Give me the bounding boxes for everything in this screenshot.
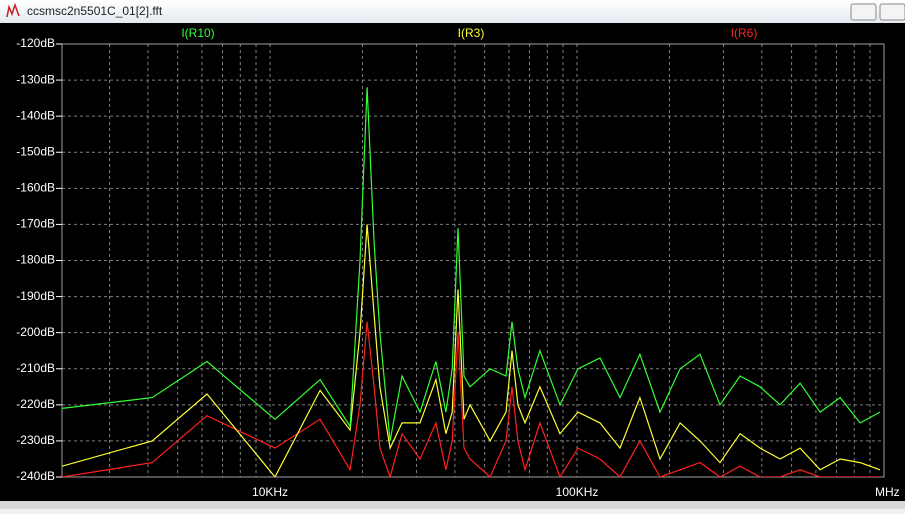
y-tick-label: -230dB [16, 433, 55, 447]
x-tick-label: 100KHz [556, 485, 599, 499]
y-tick-label: -170dB [16, 217, 55, 231]
trace [62, 87, 881, 442]
y-tick-label: -140dB [16, 108, 55, 122]
restore-button[interactable] [879, 3, 905, 21]
y-tick-label: -220dB [16, 397, 55, 411]
y-tick-label: -190dB [16, 289, 55, 303]
window-title: ccsmsc2n5501C_01[2].fft [27, 4, 163, 18]
y-tick-label: -210dB [16, 361, 55, 375]
labels: -120dB -130dB -140dB -150dB -160dB -170dB -180… [16, 26, 899, 499]
trace [62, 321, 880, 477]
y-tick-label: -180dB [16, 253, 55, 267]
y-tick-label: -160dB [16, 181, 55, 195]
y-tick-label: -120dB [16, 36, 55, 50]
y-tick-label: -150dB [16, 144, 55, 158]
x-tick-label: 1MHz [868, 485, 899, 499]
legend-entry: I(R6) [731, 26, 758, 40]
x-tick-label: 10KHz [252, 485, 288, 499]
legend-entry: I(R10) [181, 26, 214, 40]
trace [62, 224, 881, 477]
y-tick-label: -130dB [16, 72, 55, 86]
title-bar [0, 0, 905, 23]
traces [62, 87, 881, 477]
plot-pane [0, 23, 905, 501]
status-strip [0, 501, 905, 509]
y-tick-label: -200dB [16, 325, 55, 339]
legend-entry: I(R3) [458, 26, 485, 40]
y-tick-label: -240dB [16, 469, 55, 483]
app-icon [6, 2, 20, 18]
minimize-button[interactable] [850, 3, 877, 21]
